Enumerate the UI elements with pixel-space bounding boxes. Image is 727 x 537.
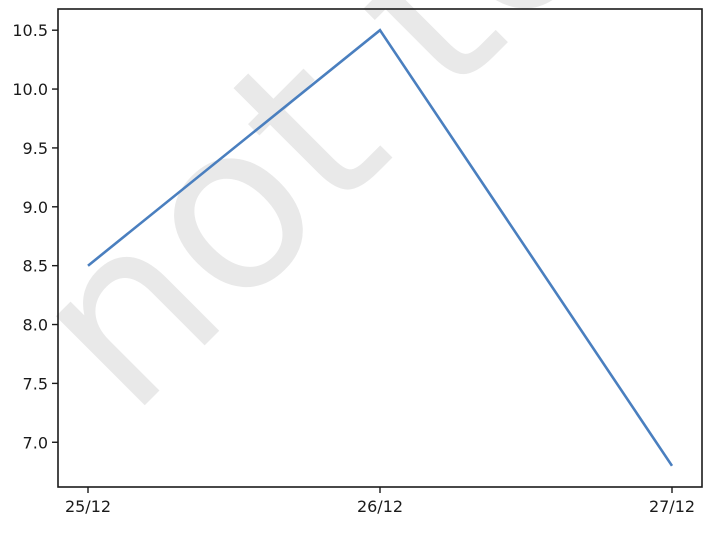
y-tick-label: 9.5: [23, 139, 48, 158]
y-tick-label: 7.0: [23, 433, 48, 452]
x-axis: 25/12 26/12 27/12: [65, 487, 695, 516]
x-tick-label: 25/12: [65, 497, 111, 516]
watermark: not to be: [0, 0, 727, 459]
y-tick-label: 8.5: [23, 257, 48, 276]
y-axis: 7.0 7.5 8.0 8.5 9.0 9.5 10.0 10.5: [12, 21, 58, 452]
y-tick-label: 10.5: [12, 21, 48, 40]
x-tick-label: 26/12: [357, 497, 403, 516]
y-tick-label: 9.0: [23, 198, 48, 217]
x-tick-label: 27/12: [649, 497, 695, 516]
y-tick-label: 10.0: [12, 80, 48, 99]
y-tick-label: 8.0: [23, 316, 48, 335]
series-layer: [87, 28, 674, 467]
y-tick-label: 7.5: [23, 374, 48, 393]
series-line-0: [87, 28, 674, 467]
watermark-text: not to be: [0, 0, 727, 459]
